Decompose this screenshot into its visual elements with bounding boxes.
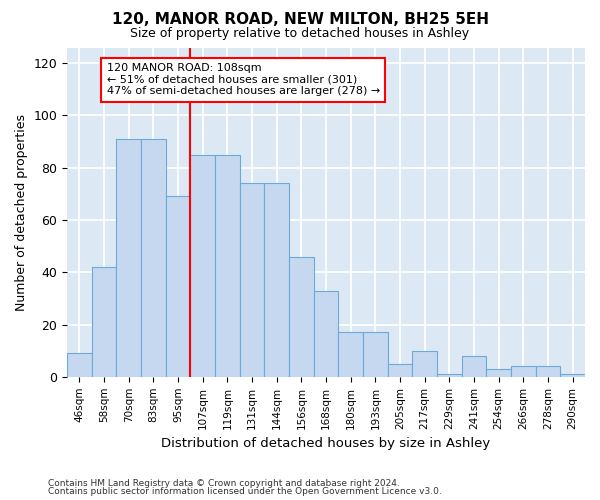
Bar [289, 256, 314, 377]
Text: Contains public sector information licensed under the Open Government Licence v3: Contains public sector information licen… [48, 487, 442, 496]
Bar [240, 184, 265, 377]
Bar [338, 332, 363, 377]
Bar [215, 154, 240, 377]
Text: Size of property relative to detached houses in Ashley: Size of property relative to detached ho… [130, 28, 470, 40]
Text: 120, MANOR ROAD, NEW MILTON, BH25 5EH: 120, MANOR ROAD, NEW MILTON, BH25 5EH [112, 12, 488, 28]
Bar [190, 154, 215, 377]
Bar [412, 350, 437, 377]
Bar [363, 332, 388, 377]
Bar [511, 366, 536, 377]
Text: 120 MANOR ROAD: 108sqm
← 51% of detached houses are smaller (301)
47% of semi-de: 120 MANOR ROAD: 108sqm ← 51% of detached… [107, 63, 380, 96]
Bar [314, 290, 338, 377]
X-axis label: Distribution of detached houses by size in Ashley: Distribution of detached houses by size … [161, 437, 491, 450]
Bar [437, 374, 462, 377]
Bar [141, 139, 166, 377]
Bar [265, 184, 289, 377]
Bar [166, 196, 190, 377]
Bar [116, 139, 141, 377]
Bar [487, 369, 511, 377]
Bar [388, 364, 412, 377]
Y-axis label: Number of detached properties: Number of detached properties [15, 114, 28, 310]
Bar [462, 356, 487, 377]
Bar [67, 354, 92, 377]
Bar [560, 374, 585, 377]
Bar [536, 366, 560, 377]
Bar [92, 267, 116, 377]
Text: Contains HM Land Registry data © Crown copyright and database right 2024.: Contains HM Land Registry data © Crown c… [48, 478, 400, 488]
